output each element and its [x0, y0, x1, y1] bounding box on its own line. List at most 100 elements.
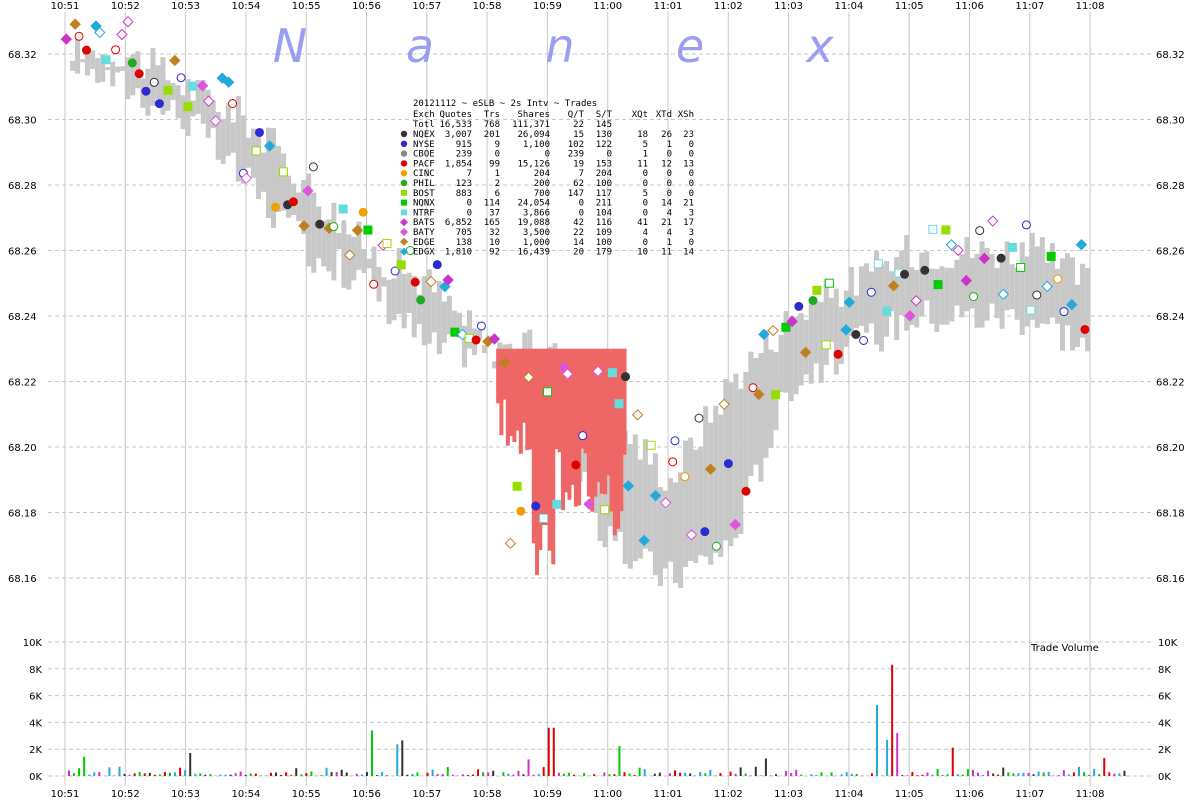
volume-bar	[148, 772, 151, 776]
legend-row-cell: 700	[534, 189, 550, 199]
nbbo-band-segment	[1014, 268, 1020, 320]
crossed-band-segment	[544, 348, 549, 525]
legend-row-cell: 211	[596, 199, 612, 209]
trade-marker-pacf	[668, 457, 678, 467]
nbbo-band-segment	[743, 371, 749, 490]
legend-header-cell: XQt	[632, 110, 648, 120]
volume-bar	[1062, 770, 1065, 776]
trade-marker-nqex	[149, 77, 159, 87]
legend-row-cell: 24,054	[517, 199, 550, 209]
legend-row-cell: 7	[467, 169, 472, 179]
trade-marker-bost	[279, 167, 289, 177]
legend-total-cell: 768	[484, 120, 500, 130]
volume-bar	[138, 771, 141, 776]
nbbo-band-segment	[652, 453, 658, 576]
legend-row-cell: 0	[667, 189, 672, 199]
nbbo-band-segment	[165, 80, 171, 111]
trade-marker-pacf	[82, 45, 92, 55]
x-tick-label-top: 10:59	[533, 1, 562, 12]
legend-row-cell: 20	[573, 248, 584, 258]
volume-bar	[729, 771, 732, 776]
legend-row-cell: 13	[683, 159, 694, 169]
crossed-band-segment	[531, 348, 536, 544]
crossed-band-segment	[570, 348, 575, 485]
trade-marker-nqex	[920, 265, 930, 275]
volume-bar	[734, 773, 737, 776]
volume-bar	[613, 774, 616, 776]
x-tick-label-top: 11:08	[1076, 1, 1105, 12]
volume-bar	[790, 773, 793, 776]
nbbo-band-segment	[356, 221, 362, 270]
legend-row-cell: 102	[568, 140, 584, 150]
legend-row-cell: 5	[643, 189, 648, 199]
trade-marker-baty	[302, 185, 314, 197]
nbbo-band-segment	[436, 280, 442, 355]
volume-bar	[815, 774, 818, 776]
volume-bar	[901, 775, 904, 776]
volume-bar	[542, 767, 545, 776]
trade-marker-baty	[209, 115, 222, 127]
nbbo-band-segment	[1039, 237, 1045, 324]
volume-bar	[426, 772, 429, 776]
crossed-band-segment	[538, 348, 543, 551]
trade-marker-ntrf	[607, 368, 617, 378]
volume-bar	[78, 768, 81, 776]
volume-bar	[684, 772, 687, 776]
volume-bar	[1098, 773, 1101, 776]
volume-bar	[411, 774, 414, 776]
nbbo-band-segment	[245, 137, 251, 168]
legend-row-cell: 99	[489, 159, 500, 169]
x-tick-label-top: 10:52	[111, 1, 140, 12]
nbbo-band-segment	[693, 449, 699, 563]
nbbo-band-segment	[904, 235, 910, 331]
legend-row-cell: 0	[495, 150, 500, 160]
legend-row-cell: 4	[667, 228, 672, 238]
legend-row-cell: 0	[643, 179, 648, 189]
volume-bar	[795, 769, 798, 776]
trade-marker-bats	[488, 333, 501, 345]
legend-marker	[401, 209, 407, 216]
volume-bar	[461, 774, 464, 776]
nbbo-band-segment	[406, 272, 412, 313]
legend-row-cell: 0	[689, 169, 694, 179]
crossed-band-segment	[577, 348, 582, 506]
nbbo-band-segment	[974, 253, 980, 328]
legend-row-cell: 10	[489, 238, 500, 248]
trade-marker-pacf	[748, 383, 758, 393]
crossed-band-segment	[612, 348, 617, 536]
x-tick-label-bottom: 10:58	[473, 789, 502, 800]
legend-row-cell: 1	[495, 169, 500, 179]
volume-bar	[658, 772, 661, 776]
nbbo-band-segment	[240, 115, 246, 184]
nbbo-band-segment	[718, 414, 724, 557]
y-tick-label-right: 68.24	[1156, 312, 1185, 323]
legend-table: 20121112 ~ eSLB ~ 2s Intv ~ Trades Exch Q…	[400, 99, 694, 258]
x-tick-label-bottom: 11:02	[714, 789, 743, 800]
legend-row-cell: 5	[643, 140, 648, 150]
trade-marker-edge	[718, 398, 730, 411]
volume-bar	[305, 773, 308, 776]
nbbo-band-segment	[803, 319, 809, 375]
legend-row-cell: 0	[467, 199, 472, 209]
nbbo-band-segment	[421, 276, 427, 346]
legend-row-cell: 165	[484, 218, 500, 228]
volume-bar	[335, 772, 338, 776]
volume-bar	[1002, 767, 1005, 776]
nbbo-band-segment	[301, 180, 307, 235]
trade-marker-ntrf	[552, 499, 562, 509]
trade-marker-edge	[887, 280, 900, 292]
nbbo-band-segment	[843, 290, 849, 347]
volume-bar	[1088, 775, 1091, 776]
trade-marker-bats	[952, 244, 964, 257]
legend-row-cell: 9	[495, 140, 500, 150]
trade-marker-nyse	[1059, 307, 1069, 317]
legend-row-cell: 1,000	[523, 238, 550, 248]
x-tick-label-bottom: 11:06	[955, 789, 984, 800]
volume-bar	[93, 772, 96, 776]
trade-marker-edgx	[1075, 238, 1088, 251]
nbbo-band-segment	[949, 268, 955, 322]
crossed-band-segment	[522, 348, 527, 423]
volume-bar	[209, 774, 212, 776]
x-tick-label-top: 10:55	[292, 1, 321, 12]
volume-bar	[118, 766, 121, 776]
